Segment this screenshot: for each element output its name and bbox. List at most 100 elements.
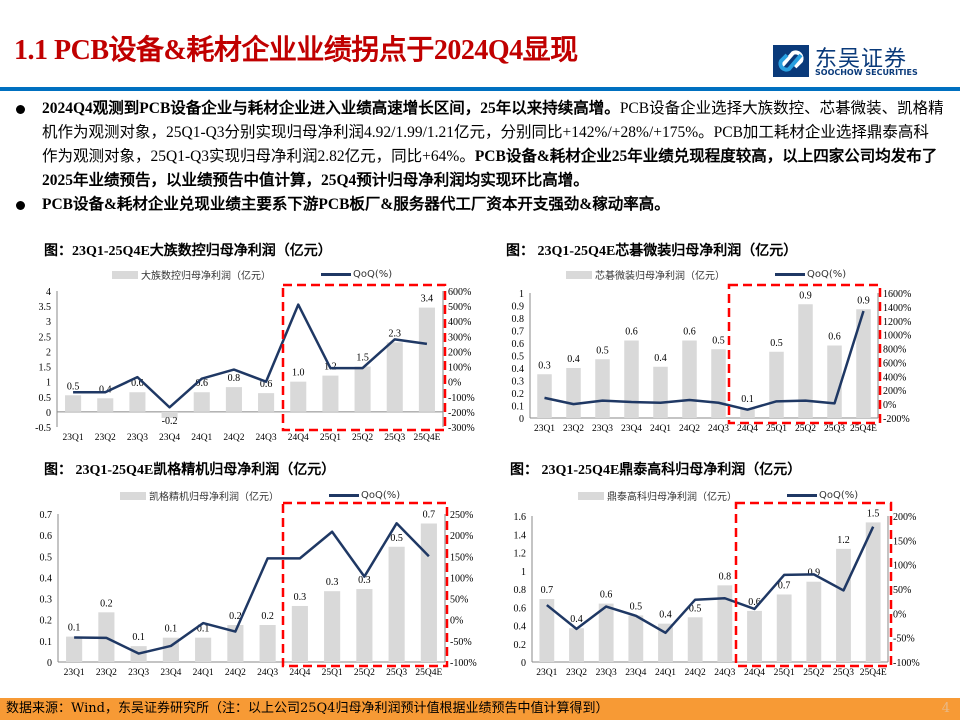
bar xyxy=(827,345,842,418)
x-tick-label: 23Q4 xyxy=(621,424,642,434)
x-tick-label: 24Q4 xyxy=(289,668,310,678)
data-label: 0.3 xyxy=(326,577,339,588)
data-label: 0.7 xyxy=(423,510,436,521)
data-label: 0.4 xyxy=(567,354,580,365)
x-tick-label: 23Q3 xyxy=(127,433,148,443)
highlight-box xyxy=(734,501,893,668)
bar xyxy=(598,603,614,662)
y-tick-label: -0.5 xyxy=(35,423,51,434)
legend-bar-swatch xyxy=(578,491,604,500)
bar xyxy=(537,374,552,418)
y-tick-label: 0 xyxy=(46,408,51,419)
bar xyxy=(322,375,339,412)
chart-title: 图：23Q1-25Q4E大族数控归母净利润（亿元） xyxy=(44,244,332,259)
y-tick-label: 0 xyxy=(47,658,52,669)
x-tick-label: 25Q2 xyxy=(795,424,816,434)
x-tick-label: 24Q2 xyxy=(225,668,246,678)
legend-bar-label: 鼎泰高科归母净利润（亿元） xyxy=(607,492,737,503)
bar xyxy=(388,546,405,662)
bar xyxy=(740,408,755,418)
data-label: 0.2 xyxy=(100,598,113,609)
y-tick-label: 0.6 xyxy=(40,531,53,542)
bar xyxy=(539,599,555,662)
x-tick-label: 23Q2 xyxy=(566,668,587,678)
x-tick-label: 23Q4 xyxy=(625,668,646,678)
bar xyxy=(711,349,726,418)
data-label: 0.1 xyxy=(132,632,145,643)
y2-tick-label: 600% xyxy=(883,358,906,369)
x-tick-label: 23Q1 xyxy=(536,668,557,678)
chart-title: 图： 23Q1-25Q4E芯碁微装归母净利润（亿元） xyxy=(506,244,798,259)
highlight-box xyxy=(281,501,449,668)
bar xyxy=(66,636,83,662)
y2-tick-label: 150% xyxy=(893,536,916,547)
data-label: 0.3 xyxy=(294,592,307,603)
bar xyxy=(130,646,147,662)
x-tick-label: 24Q2 xyxy=(685,668,706,678)
bar xyxy=(836,548,851,662)
y2-tick-label: 0% xyxy=(893,609,906,620)
data-label: 0.2 xyxy=(261,611,274,622)
data-label: 0.3 xyxy=(538,360,551,371)
data-label: 0.3 xyxy=(358,575,371,586)
bar xyxy=(65,395,82,412)
y-tick-label: 1.5 xyxy=(39,363,52,374)
y-tick-label: 0.8 xyxy=(512,314,525,325)
x-tick-label: 23Q4 xyxy=(159,433,180,443)
y2-tick-label: 400% xyxy=(883,372,906,383)
x-tick-label: 25Q4E xyxy=(860,668,887,678)
y-tick-label: 1.6 xyxy=(514,512,527,523)
bar xyxy=(595,359,610,418)
y2-tick-label: 1600% xyxy=(883,289,911,300)
x-tick-label: 24Q1 xyxy=(655,668,676,678)
bar xyxy=(717,585,733,662)
y-tick-label: 0.5 xyxy=(40,552,53,563)
source-note: 数据来源：Wind，东吴证券研究所（注：以上公司25Q4归母净利润预计值根据业绩… xyxy=(6,701,609,716)
legend-bar-swatch xyxy=(120,491,146,500)
y-tick-label: 0.4 xyxy=(512,364,525,375)
bar xyxy=(776,594,792,662)
y-tick-label: 0.2 xyxy=(514,640,527,651)
chart-legend: 芯碁微装归母净利润（亿元） QoQ(%) xyxy=(566,267,846,282)
y2-tick-label: 200% xyxy=(448,347,471,358)
data-label: 1.0 xyxy=(292,368,305,379)
data-label: 0.9 xyxy=(808,568,821,579)
summary-bullets: 2024Q4观测到PCB设备企业与耗材企业进入业绩高速增长区间，25年以来持续高… xyxy=(14,97,944,217)
y-tick-label: 0.5 xyxy=(39,393,52,404)
y2-tick-label: 0% xyxy=(448,378,461,389)
x-tick-label: 25Q3 xyxy=(384,433,405,443)
y-tick-label: 0.2 xyxy=(512,389,525,400)
bar xyxy=(97,398,114,412)
y-tick-label: 0 xyxy=(519,414,524,425)
bar xyxy=(418,307,435,412)
y2-tick-label: 300% xyxy=(448,332,471,343)
x-tick-label: 24Q4 xyxy=(737,424,758,434)
chart-title: 图： 23Q1-25Q4E凯格精机归母净利润（亿元） xyxy=(44,463,336,478)
y2-tick-label: 100% xyxy=(448,363,471,374)
data-label: 2.3 xyxy=(389,328,402,339)
y2-tick-label: -100% xyxy=(448,393,475,404)
bar xyxy=(162,637,179,662)
x-tick-label: 25Q2 xyxy=(352,433,373,443)
bar xyxy=(658,623,673,662)
x-tick-label: 25Q3 xyxy=(833,668,854,678)
y2-tick-label: -200% xyxy=(448,408,475,419)
y2-tick-label: 600% xyxy=(448,287,471,298)
bar xyxy=(569,628,584,662)
y2-tick-label: 50% xyxy=(893,585,911,596)
data-label: 0.4 xyxy=(659,610,672,621)
legend-line-swatch xyxy=(321,273,351,276)
x-tick-label: 23Q4 xyxy=(160,668,181,678)
data-label: 0.6 xyxy=(196,378,209,389)
qoq-line xyxy=(546,526,875,635)
data-label: 0.5 xyxy=(67,381,80,392)
data-label: 0.6 xyxy=(683,327,696,338)
data-label: 1.5 xyxy=(356,353,369,364)
bar xyxy=(566,368,581,418)
y-tick-label: 0.3 xyxy=(40,595,53,606)
x-tick-label: 24Q4 xyxy=(288,433,309,443)
y2-tick-label: 1200% xyxy=(883,317,911,328)
y2-tick-label: 100% xyxy=(893,561,916,572)
x-tick-label: 24Q2 xyxy=(223,433,244,443)
x-tick-label: 23Q3 xyxy=(596,668,617,678)
